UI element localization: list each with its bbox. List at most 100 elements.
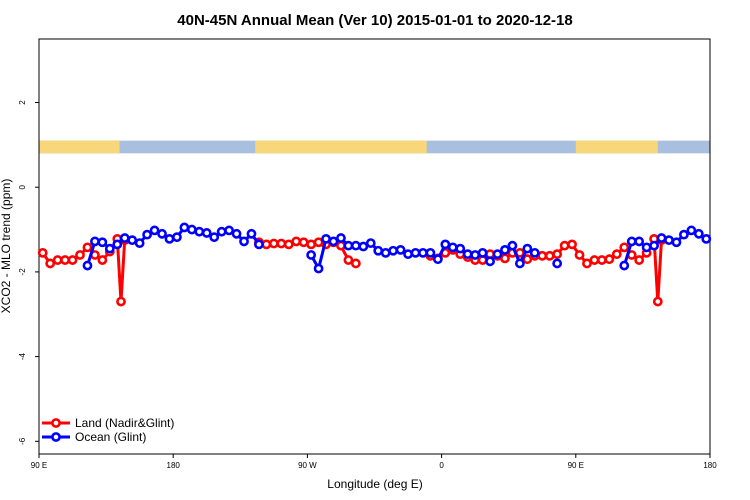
y-tick-label: -6	[18, 437, 27, 445]
data-point	[60, 255, 70, 265]
chart-title: 40N-45N Annual Mean (Ver 10) 2015-01-01 …	[177, 12, 572, 29]
x-axis: 90 E 180 90 W 0 90 E 180	[31, 454, 717, 470]
data-point	[172, 232, 182, 243]
data-point	[582, 258, 592, 269]
data-point	[507, 240, 518, 251]
data-point	[373, 245, 384, 256]
data-point	[313, 237, 324, 248]
data-point	[350, 258, 361, 269]
y-axis: 2 0 -2 -4 -6	[18, 100, 39, 445]
data-point	[649, 240, 659, 251]
data-point	[116, 296, 126, 307]
series-land	[37, 233, 667, 307]
data-point	[559, 240, 570, 251]
data-point	[283, 239, 294, 250]
data-point	[447, 242, 458, 253]
legend-label: Ocean (Glint)	[75, 430, 146, 444]
data-point	[492, 249, 503, 260]
data-point	[522, 243, 533, 254]
data-point	[97, 255, 108, 265]
legend-label: Land (Nadir&Glint)	[75, 416, 174, 430]
data-point	[470, 250, 481, 260]
x-axis-label: Longitude (deg E)	[327, 477, 422, 491]
data-point	[455, 243, 466, 254]
data-point	[239, 236, 249, 247]
data-point	[656, 233, 667, 243]
data-point	[686, 225, 697, 236]
data-point	[336, 240, 346, 251]
data-point	[350, 240, 361, 251]
data-point	[671, 237, 682, 248]
data-point	[380, 247, 391, 258]
data-point	[574, 250, 585, 260]
x-tick-label: 90 E	[31, 461, 47, 470]
data-point	[67, 255, 78, 265]
data-point	[104, 243, 115, 254]
data-point	[500, 244, 510, 255]
x-tick-label: 180	[167, 461, 181, 470]
data-point	[544, 250, 555, 261]
data-point	[552, 249, 563, 260]
plot-frame	[38, 38, 711, 455]
land-mask-segment	[255, 140, 427, 154]
data-point	[693, 228, 704, 239]
data-point	[298, 237, 309, 248]
data-point	[596, 255, 607, 265]
data-point	[313, 263, 324, 274]
x-tick-label: 90 E	[568, 461, 584, 470]
data-point	[529, 247, 540, 258]
data-point	[664, 235, 674, 246]
data-point	[179, 222, 190, 233]
data-point	[365, 238, 376, 249]
data-point	[276, 238, 287, 249]
series-ocean	[82, 222, 712, 274]
data-point	[500, 253, 510, 264]
data-point	[216, 226, 227, 237]
data-point	[231, 228, 242, 239]
x-tick-label: 180	[703, 461, 717, 470]
data-point	[75, 250, 85, 260]
data-point	[306, 239, 317, 250]
data-point	[97, 237, 108, 248]
y-tick-label: -4	[18, 353, 27, 361]
data-point	[194, 226, 205, 237]
series-layer	[37, 222, 712, 307]
data-point	[336, 233, 346, 243]
data-point	[701, 233, 712, 244]
data-point	[201, 228, 212, 238]
data-point	[462, 249, 473, 260]
data-point	[224, 225, 235, 236]
data-point	[321, 233, 331, 244]
data-point	[142, 229, 153, 240]
data-point	[619, 260, 630, 271]
data-point	[626, 236, 637, 247]
land-mask-segment	[39, 140, 120, 154]
data-point	[641, 242, 652, 253]
data-point	[522, 254, 533, 265]
data-point	[306, 250, 317, 260]
legend-marker	[51, 418, 61, 428]
data-point	[90, 236, 100, 247]
data-point	[82, 260, 93, 271]
data-point	[343, 255, 354, 265]
data-point	[112, 239, 123, 250]
data-point	[485, 256, 495, 267]
data-point	[119, 233, 130, 243]
data-point	[604, 254, 615, 265]
data-point	[432, 254, 443, 265]
land-ocean-mask-strip	[39, 140, 710, 154]
data-point	[127, 235, 138, 246]
data-point	[268, 238, 279, 249]
data-point	[52, 255, 63, 265]
data-point	[261, 239, 272, 250]
data-point	[679, 229, 689, 240]
data-point	[246, 228, 257, 239]
data-point	[186, 224, 197, 235]
data-point	[45, 258, 56, 269]
data-point	[477, 247, 488, 258]
data-point	[82, 242, 93, 253]
y-tick-label: -2	[18, 268, 27, 276]
data-point	[358, 241, 369, 252]
x-tick-label: 0	[439, 461, 444, 470]
data-point	[134, 238, 145, 249]
